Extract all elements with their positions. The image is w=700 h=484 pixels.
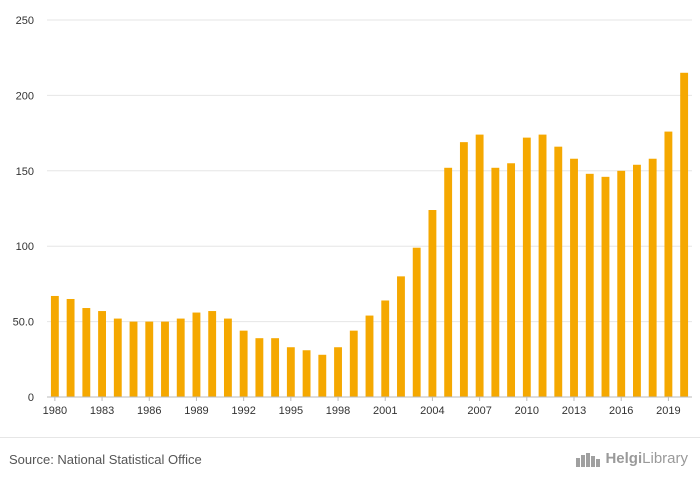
bar-2016[interactable] <box>617 170 626 397</box>
bar-1982[interactable] <box>82 308 91 397</box>
y-tick-label: 0 <box>28 392 34 404</box>
helgilibrary-logo[interactable]: Helgi Library <box>575 450 688 467</box>
bar-1984[interactable] <box>113 318 122 397</box>
x-tick-label: 1992 <box>231 405 255 417</box>
bar-1983[interactable] <box>98 311 106 397</box>
bar-2005[interactable] <box>444 167 453 397</box>
bar-1999[interactable] <box>349 330 358 397</box>
x-tick-label: 1980 <box>43 405 67 417</box>
bars <box>50 72 689 398</box>
bar-1986[interactable] <box>145 321 154 397</box>
y-tick-label: 50.0 <box>13 317 34 329</box>
bar-1980[interactable] <box>50 295 59 397</box>
source-text: Source: National Statistical Office <box>9 452 202 467</box>
bar-1998[interactable] <box>334 347 342 397</box>
bar-2009[interactable] <box>507 163 516 397</box>
bar-2015[interactable] <box>601 176 610 397</box>
x-tick-label: 2016 <box>609 405 633 417</box>
bar-2003[interactable] <box>412 247 421 397</box>
x-tick-label: 1989 <box>184 405 208 417</box>
bar-2006[interactable] <box>459 142 468 397</box>
bar-1992[interactable] <box>239 330 248 397</box>
bar-2019[interactable] <box>664 131 673 398</box>
bar-2002[interactable] <box>397 276 405 397</box>
bar-2013[interactable] <box>570 158 578 397</box>
y-tick-label: 200 <box>16 90 34 102</box>
bar-2012[interactable] <box>554 146 563 397</box>
gridlines <box>47 19 692 323</box>
y-tick-label: 100 <box>16 241 34 253</box>
x-tick-label: 2007 <box>467 405 491 417</box>
library-buildings-icon <box>576 452 601 467</box>
x-tick-label: 1998 <box>326 405 350 417</box>
bar-1995[interactable] <box>286 347 295 397</box>
bar-2007[interactable] <box>475 134 484 397</box>
bar-2014[interactable] <box>585 173 594 397</box>
bar-1994[interactable] <box>271 338 280 397</box>
bar-1990[interactable] <box>208 311 217 397</box>
logo-text-library: Library <box>642 450 688 467</box>
bar-1985[interactable] <box>129 321 138 397</box>
bar-1993[interactable] <box>255 338 264 397</box>
bar-2020[interactable] <box>680 72 689 397</box>
bar-1988[interactable] <box>176 318 185 397</box>
bar-2011[interactable] <box>538 134 547 397</box>
y-tick-label: 150 <box>16 166 34 178</box>
x-tick-label: 2010 <box>515 405 539 417</box>
bar-1997[interactable] <box>318 354 327 397</box>
y-tick-label: 250 <box>16 15 34 27</box>
y-axis-labels: 0 50.0 100 150 200 250 <box>13 15 34 404</box>
x-tick-label: 2019 <box>656 405 680 417</box>
x-tick-label: 1983 <box>90 405 114 417</box>
bar-1981[interactable] <box>66 298 75 397</box>
bar-1996[interactable] <box>302 350 311 397</box>
logo-text-helgi: Helgi <box>605 450 643 467</box>
x-tick-label: 2001 <box>373 405 397 417</box>
x-tick-label: 1986 <box>137 405 161 417</box>
x-tick-label: 2004 <box>420 405 444 417</box>
bar-2001[interactable] <box>381 300 390 397</box>
bar-1987[interactable] <box>161 321 169 397</box>
x-tick-label: 2013 <box>562 405 586 417</box>
bar-2017[interactable] <box>633 164 641 397</box>
bar-1989[interactable] <box>192 312 201 397</box>
bar-2004[interactable] <box>428 210 437 397</box>
bar-2010[interactable] <box>522 137 531 397</box>
bar-2000[interactable] <box>365 315 374 397</box>
x-axis-labels: 1980 1983 1986 1989 1992 1995 1998 2001 2004 2007… <box>43 397 681 417</box>
x-tick-label: 1995 <box>279 405 303 417</box>
chart-footer: Source: National Statistical Office Helg… <box>0 437 700 484</box>
bar-2008[interactable] <box>491 167 500 397</box>
bar-1991[interactable] <box>223 318 232 397</box>
bar-2018[interactable] <box>648 158 657 397</box>
